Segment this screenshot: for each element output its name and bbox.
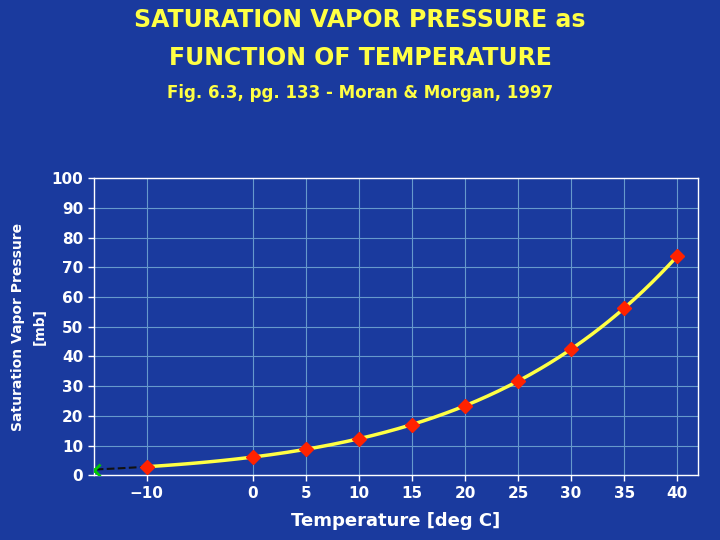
Text: Fig. 6.3, pg. 133 - Moran & Morgan, 1997: Fig. 6.3, pg. 133 - Moran & Morgan, 1997: [167, 84, 553, 102]
Text: FUNCTION OF TEMPERATURE: FUNCTION OF TEMPERATURE: [168, 46, 552, 70]
Text: SATURATION VAPOR PRESSURE as: SATURATION VAPOR PRESSURE as: [134, 8, 586, 32]
Text: [mb]: [mb]: [32, 308, 47, 345]
Text: Saturation Vapor Pressure: Saturation Vapor Pressure: [11, 222, 25, 431]
X-axis label: Temperature [deg C]: Temperature [deg C]: [292, 512, 500, 530]
